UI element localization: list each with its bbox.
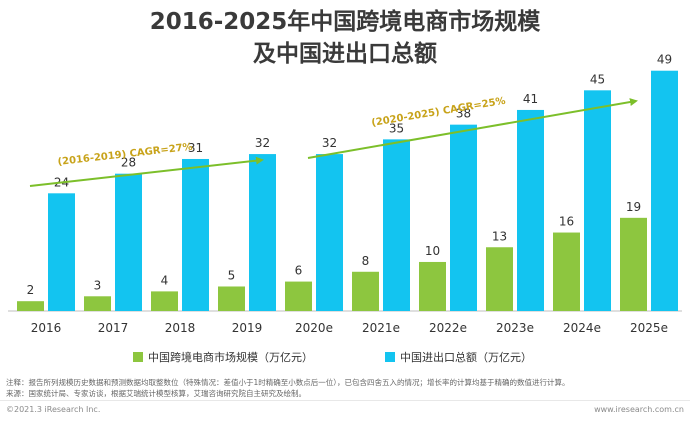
- data-label-trade-total: 45: [590, 72, 605, 86]
- bar-market-size: [620, 217, 647, 311]
- bar-market-size: [218, 286, 245, 311]
- bar-market-size: [553, 232, 580, 311]
- legend-item-trade-total: 中国进出口总额（万亿元）: [385, 349, 532, 365]
- chart-title-line2: 及中国进出口总额: [253, 41, 437, 67]
- x-tick-label: 2018: [165, 321, 196, 335]
- bar-trade-total: [383, 139, 410, 311]
- bar-trade-total: [182, 158, 209, 311]
- chart-title: 2016-2025年中国跨境电商市场规模 及中国进出口总额: [0, 6, 690, 70]
- x-tick-label: 2020e: [295, 321, 333, 335]
- bar-trade-total: [316, 154, 343, 311]
- data-label-trade-total: 28: [121, 156, 136, 170]
- legend-label-trade-total: 中国进出口总额（万亿元）: [400, 351, 532, 364]
- x-tick-label: 2023e: [496, 321, 534, 335]
- cagr-arrow-2016-2019: [29, 156, 264, 187]
- data-label-trade-total: 32: [255, 136, 270, 150]
- bar-market-size: [84, 296, 111, 311]
- bar-trade-total: [651, 70, 678, 311]
- footer-divider: [0, 400, 690, 401]
- bar-market-size: [151, 291, 178, 311]
- x-tick-label: 2021e: [362, 321, 400, 335]
- data-label-trade-total: 41: [523, 92, 538, 106]
- bar-chart: 22420163282017431201853220196322020e8352…: [8, 53, 682, 335]
- legend-label-market-size: 中国跨境电商市场规模（万亿元）: [148, 351, 313, 364]
- bar-trade-total: [584, 90, 611, 311]
- x-tick-label: 2024e: [563, 321, 601, 335]
- source-line: 来源：国家统计局、专家访谈，根据艾瑞统计模型核算，艾瑞咨询研究院自主研究及绘制。: [6, 389, 306, 398]
- note-line: 注释：报告所列规模历史数据和预测数据均取整数位（特殊情况：差值小于1时精确至小数…: [6, 378, 570, 387]
- footer-copyright: ©2021.3 iResearch Inc.: [6, 405, 101, 414]
- bar-market-size: [17, 301, 44, 311]
- x-tick-label: 2016: [31, 321, 62, 335]
- bar-market-size: [486, 247, 513, 311]
- bar-trade-total: [48, 193, 75, 311]
- legend-swatch-green: [133, 352, 143, 362]
- data-label-market-size: 2: [27, 283, 35, 297]
- x-tick-label: 2022e: [429, 321, 467, 335]
- bar-market-size: [352, 271, 379, 311]
- data-label-trade-total: 49: [657, 53, 672, 67]
- data-label-market-size: 4: [161, 273, 169, 287]
- bar-trade-total: [115, 173, 142, 311]
- data-label-market-size: 16: [559, 215, 574, 229]
- x-tick-label: 2017: [98, 321, 129, 335]
- x-tick-label: 2025e: [630, 321, 668, 335]
- data-label-market-size: 10: [425, 244, 440, 258]
- bar-trade-total: [450, 124, 477, 312]
- data-label-trade-total: 35: [389, 121, 404, 135]
- legend-swatch-cyan: [385, 352, 395, 362]
- chart-title-line1: 2016-2025年中国跨境电商市场规模: [149, 9, 541, 35]
- data-label-trade-total: 32: [322, 136, 337, 150]
- cagr-arrow-2020-2025: [307, 98, 638, 159]
- data-label-market-size: 19: [626, 200, 641, 214]
- bar-market-size: [419, 261, 446, 311]
- data-label-market-size: 3: [94, 278, 102, 292]
- x-tick-label: 2019: [232, 321, 263, 335]
- cagr-label-2020-2025: (2020-2025) CAGR=25%: [371, 96, 507, 129]
- data-label-market-size: 8: [362, 254, 370, 268]
- data-label-trade-total: 31: [188, 141, 203, 155]
- legend-item-market-size: 中国跨境电商市场规模（万亿元）: [133, 349, 313, 365]
- bar-trade-total: [517, 109, 544, 311]
- data-label-market-size: 5: [228, 268, 236, 282]
- bar-trade-total: [249, 154, 276, 311]
- data-label-market-size: 6: [295, 264, 303, 278]
- bar-market-size: [285, 281, 312, 311]
- data-label-trade-total: 38: [456, 107, 471, 121]
- footer-website: www.iresearch.com.cn: [594, 405, 684, 414]
- data-label-market-size: 13: [492, 229, 507, 243]
